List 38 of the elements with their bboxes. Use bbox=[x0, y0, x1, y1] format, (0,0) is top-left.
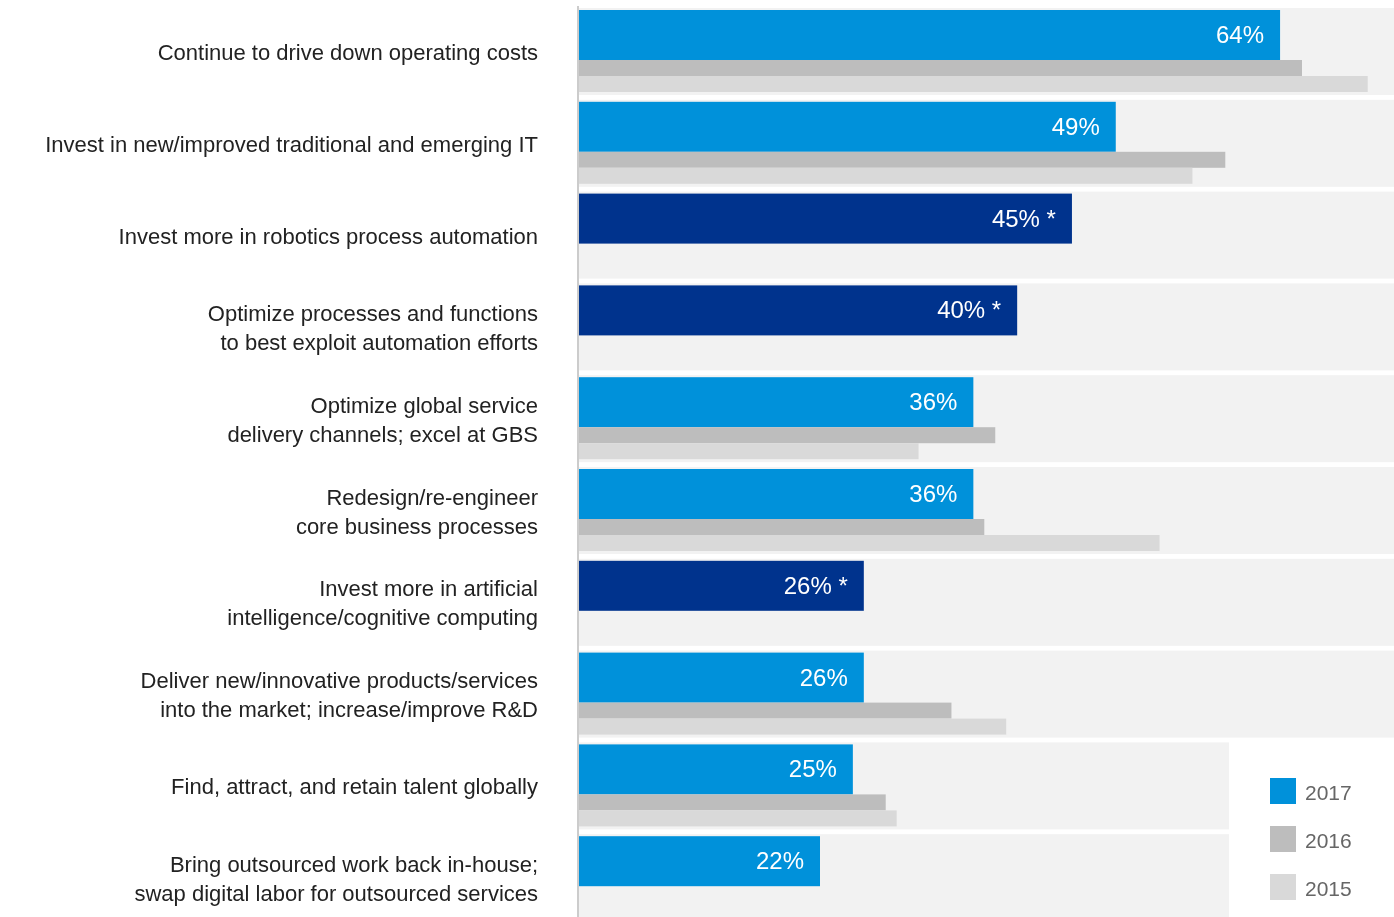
data-label: 49% bbox=[1051, 112, 1100, 140]
y-tick-label: Deliver new/innovative products/services into the market; increase/improve R&D bbox=[140, 668, 538, 723]
data-label: 25% bbox=[788, 755, 837, 783]
y-tick-label: Bring outsourced work back in-house; swap digital labor for outsourced services bbox=[134, 851, 538, 906]
data-label: 36% bbox=[909, 388, 958, 416]
bar bbox=[579, 377, 974, 428]
y-tick-label: Optimize processes and functions to best exploit automation efforts bbox=[207, 300, 538, 355]
bar bbox=[579, 285, 1018, 336]
y-tick-label: Optimize global service delivery channels; excel at GBS bbox=[227, 392, 538, 447]
data-label: 26% * bbox=[783, 571, 848, 599]
legend-label: 2017 bbox=[1305, 781, 1352, 804]
bar bbox=[579, 744, 853, 795]
bar bbox=[579, 193, 1072, 244]
legend-label: 2015 bbox=[1305, 877, 1352, 900]
y-tick-label: Redesign/re-engineer core business processes bbox=[295, 484, 538, 539]
bar bbox=[579, 560, 864, 611]
data-label: 64% bbox=[1216, 21, 1265, 48]
bar bbox=[579, 443, 919, 460]
data-label: 36% bbox=[909, 480, 958, 507]
bar bbox=[579, 469, 974, 519]
bar bbox=[579, 718, 1007, 735]
y-tick-label: Invest more in artificial intelligence/cognitive computing bbox=[227, 576, 538, 631]
y-tick-label: Find, attract, and retain talent globally bbox=[171, 774, 538, 800]
data-label: 40% * bbox=[937, 296, 1002, 324]
y-tick-label: Continue to drive down operating costs bbox=[157, 40, 538, 65]
y-tick-label: Invest in new/improved traditional and emerging IT bbox=[45, 131, 538, 157]
bar bbox=[579, 810, 897, 827]
y-tick-label: Invest more in robotics process automation bbox=[118, 223, 538, 249]
legend-label: 2016 bbox=[1305, 829, 1352, 852]
data-label: 45% * bbox=[991, 204, 1056, 232]
bar bbox=[579, 652, 864, 703]
data-label: 26% bbox=[799, 663, 848, 691]
bar bbox=[579, 76, 1368, 92]
bar bbox=[579, 836, 820, 887]
bar bbox=[579, 101, 1116, 152]
data-label: 22% bbox=[755, 847, 804, 875]
bar bbox=[579, 535, 1160, 551]
bar bbox=[579, 167, 1193, 184]
